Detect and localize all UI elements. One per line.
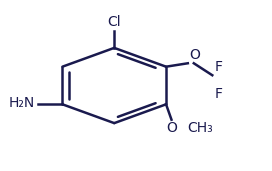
Text: F: F bbox=[215, 87, 223, 101]
Text: CH₃: CH₃ bbox=[187, 121, 213, 135]
Text: F: F bbox=[215, 60, 223, 74]
Text: O: O bbox=[189, 48, 200, 62]
Text: H₂N: H₂N bbox=[9, 96, 35, 110]
Text: O: O bbox=[166, 121, 177, 135]
Text: Cl: Cl bbox=[107, 15, 121, 29]
